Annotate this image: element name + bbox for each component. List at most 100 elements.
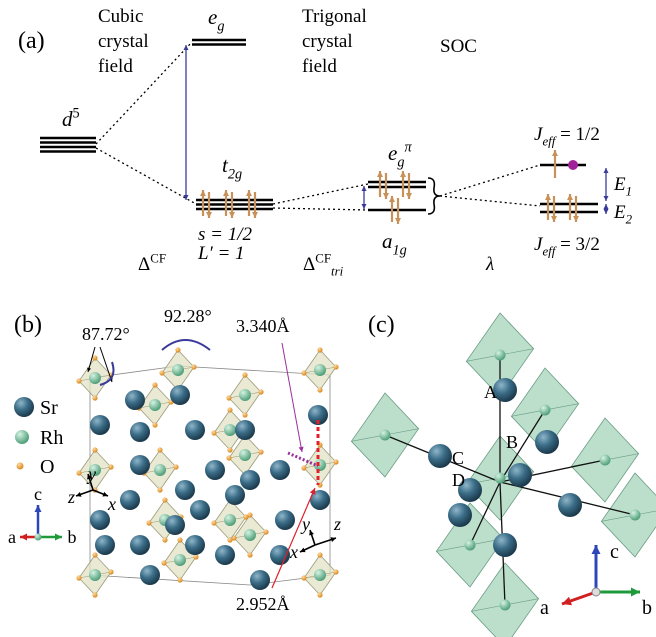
spin-down-head — [206, 212, 212, 218]
level-label-part: d — [62, 107, 73, 131]
sr-atom — [175, 480, 195, 500]
section-title: SOC — [440, 36, 477, 57]
level-label-part: E — [613, 174, 626, 195]
axis-c-head — [35, 505, 42, 512]
section-title-part: SOC — [440, 36, 477, 57]
site-label-part: C — [452, 448, 464, 468]
section-title-part: crystal — [302, 31, 353, 52]
level-label: d5 — [62, 106, 80, 131]
axis-label: y — [300, 514, 310, 534]
dotted — [440, 196, 540, 206]
o-atom — [162, 537, 167, 542]
axis-label-part: c — [34, 484, 42, 504]
angle-label-part: 92.28° — [164, 306, 212, 326]
energy-scale: ΔCFtri — [303, 250, 344, 278]
o-atom — [242, 412, 247, 417]
axis-label-part: a — [540, 597, 549, 619]
sr-atom — [493, 533, 517, 557]
panel-label: (b) — [14, 312, 42, 338]
pointer-head — [299, 447, 304, 452]
pointer — [282, 343, 302, 452]
sr-atom — [270, 460, 290, 480]
axis-origin — [35, 534, 42, 541]
level-label: eg — [208, 5, 224, 34]
o-atom — [191, 364, 196, 369]
dotted — [273, 184, 368, 204]
axis-label: z — [333, 514, 341, 534]
angle-label-part: 87.72° — [82, 324, 130, 344]
site-label-part: D — [452, 470, 465, 490]
sr-atom — [235, 420, 255, 440]
panel-label: (a) — [18, 28, 45, 54]
dotted — [273, 208, 368, 210]
o-atom — [333, 459, 338, 464]
section-title-part: Trigonal — [302, 6, 367, 27]
o-atom — [211, 430, 216, 435]
gap-arrow-head — [604, 209, 609, 214]
site-label: A — [484, 382, 497, 402]
sr-atom — [185, 535, 205, 555]
sr-atom — [215, 545, 235, 565]
o-atom — [317, 552, 322, 557]
section-title: Cubic — [98, 6, 143, 27]
gap-arrow-head — [362, 186, 367, 191]
legend-label-part: Rh — [40, 427, 63, 449]
sr-atom — [170, 385, 190, 405]
axis-label-part: b — [642, 597, 652, 619]
level-label: Jeff = 1/2 — [534, 124, 600, 149]
axis-label-part: x — [107, 494, 116, 514]
brace — [428, 178, 440, 214]
sr-atom — [130, 422, 150, 442]
o-atom — [92, 447, 97, 452]
o-atom — [92, 395, 97, 400]
sr-atom — [120, 490, 140, 510]
rh-atom — [465, 540, 476, 551]
axis-label-part: z — [333, 514, 341, 534]
level-label: E2 — [613, 202, 633, 227]
spin-up-head — [223, 190, 229, 196]
sr-atom — [90, 510, 110, 530]
o-atom — [227, 407, 232, 412]
level-label-part: g — [397, 154, 404, 170]
rh-atom — [314, 364, 326, 376]
section-title-part: Cubic — [98, 6, 143, 27]
spin-down-head — [252, 212, 258, 218]
energy-scale-part: CF — [150, 250, 166, 265]
gap-arrow-head — [604, 168, 609, 173]
level-label-part: 2 — [626, 212, 633, 227]
rh-atom — [172, 364, 184, 376]
o-atom — [258, 389, 263, 394]
o-atom — [17, 463, 24, 470]
level-label-part: g — [217, 18, 224, 34]
rh-atom — [15, 430, 29, 444]
quantum-number: s = 1/2 — [198, 224, 252, 245]
level-label-part: 1 — [626, 184, 632, 199]
hole — [568, 160, 578, 170]
section-title-part: field — [302, 56, 337, 77]
quantum-number: L′ = 1 — [197, 243, 245, 264]
axis-label: c — [34, 484, 42, 504]
o-atom — [226, 395, 231, 400]
o-atom — [76, 575, 81, 580]
rh-atom — [224, 514, 236, 526]
sr-atom — [428, 444, 452, 468]
axis-c-head — [592, 545, 601, 554]
spin-down-head — [383, 193, 389, 199]
legend-label: Sr — [40, 397, 58, 419]
spin-up-head — [246, 190, 252, 196]
sr-atom — [558, 493, 582, 517]
local-axis-head — [330, 537, 336, 542]
rh-atom — [154, 464, 166, 476]
o-atom — [333, 364, 338, 369]
legend-label: O — [40, 456, 54, 478]
o-atom — [317, 592, 322, 597]
energy-scale-part: λ — [485, 254, 494, 275]
o-atom — [76, 378, 81, 383]
level-label-part: a — [382, 229, 393, 253]
rh-atom — [89, 569, 101, 581]
level-label-part: e — [388, 141, 397, 165]
sr-atom — [250, 570, 270, 590]
o-atom — [159, 370, 164, 375]
axis-label: b — [642, 597, 652, 619]
o-atom — [162, 497, 167, 502]
